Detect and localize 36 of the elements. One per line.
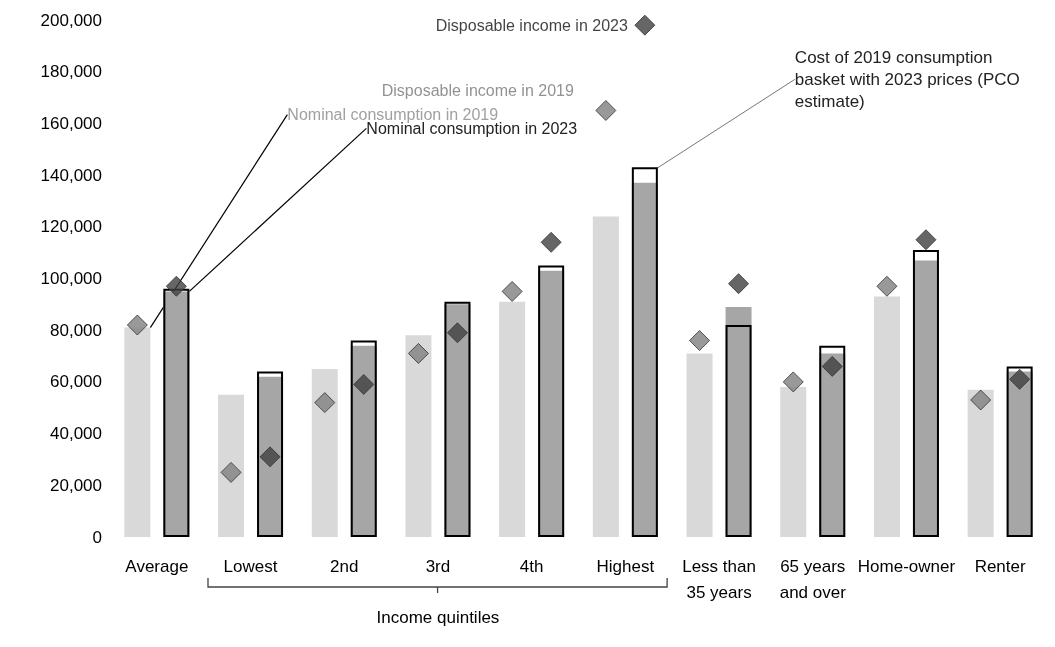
bar	[124, 327, 151, 537]
x-tick-label: Highest	[596, 556, 655, 576]
x-tick-label: 65 years and over	[779, 556, 847, 602]
y-tick-label: 80,000	[50, 320, 102, 340]
y-tick-label: 160,000	[40, 113, 102, 133]
series-label: Disposable income in 2019	[381, 81, 574, 99]
y-tick-label: 0	[92, 527, 102, 547]
y-tick-label: 180,000	[40, 62, 102, 82]
bar	[311, 368, 338, 537]
x-tick-label: Less than 35 years	[682, 556, 756, 602]
x-tick-label: Average	[125, 556, 189, 576]
y-tick-label: 120,000	[40, 217, 102, 237]
bar	[686, 353, 713, 537]
text: Nominal consumption in 2019	[287, 106, 499, 124]
y-tick-label: 60,000	[50, 372, 102, 392]
text: Cost of 2019 consumption basket with 2023 prices (PCO estimate)	[794, 47, 1025, 111]
y-tick-label: 100,000	[40, 269, 102, 288]
y-tick-label: 20,000	[50, 475, 102, 495]
bar	[873, 296, 900, 537]
bar	[405, 335, 432, 537]
x-tick-label: 2nd	[330, 556, 359, 576]
bar	[218, 394, 245, 537]
y-tick-label: 140,000	[40, 165, 102, 185]
bar	[967, 389, 994, 537]
y-tick-label: 200,000	[40, 10, 102, 30]
text: Income quintiles	[376, 608, 500, 627]
x-tick-label: 4th	[519, 556, 544, 576]
y-tick-label: 40,000	[50, 424, 102, 444]
x-tick-label: 3rd	[425, 556, 451, 576]
bar	[780, 387, 807, 537]
bar	[499, 301, 526, 537]
x-tick-label: Home-owner	[857, 556, 956, 576]
bar	[592, 216, 619, 537]
x-tick-label: Renter	[974, 556, 1026, 576]
series-label: Disposable income in 2023	[435, 16, 628, 34]
x-tick-label: Lowest	[223, 556, 278, 576]
